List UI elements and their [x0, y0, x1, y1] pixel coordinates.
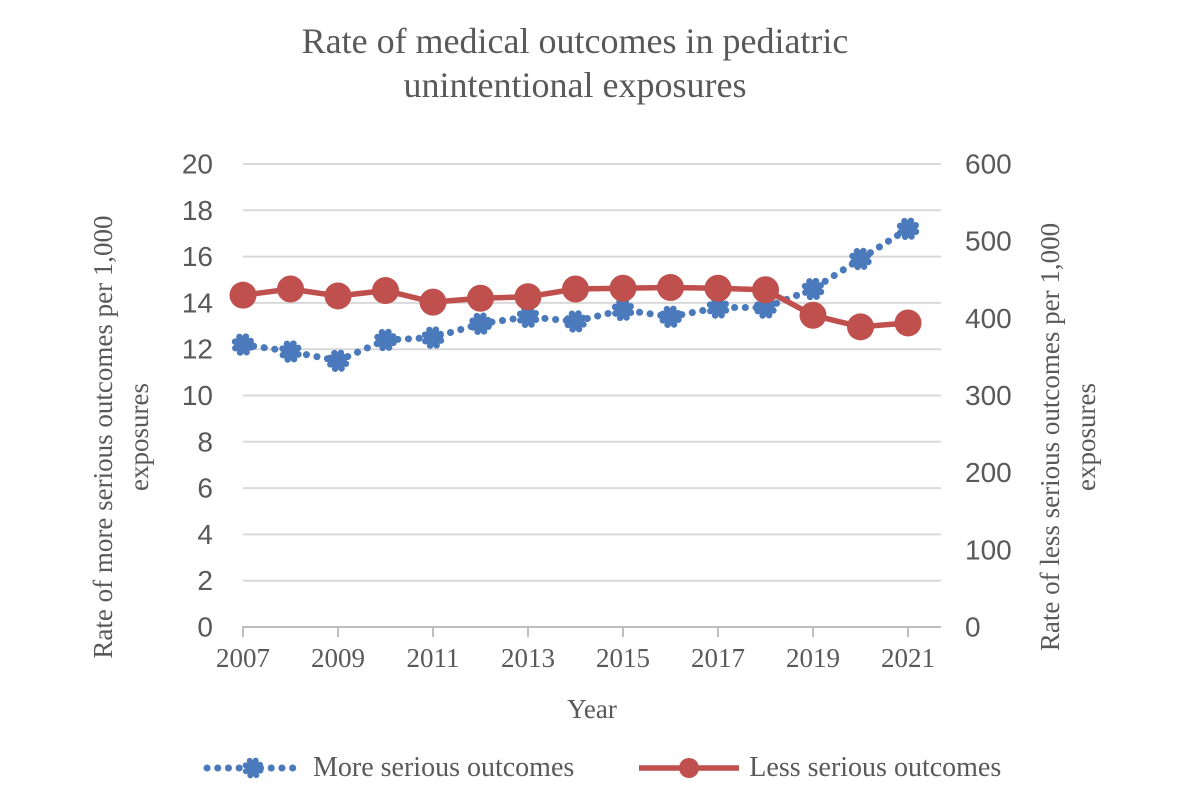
svg-text:18: 18 — [182, 195, 213, 226]
legend: More serious outcomes Less serious outco… — [203, 750, 1163, 786]
svg-text:2007: 2007 — [216, 643, 270, 673]
svg-text:10: 10 — [182, 380, 213, 411]
x-axis-tick-labels: 2007 2009 2011 2013 2015 2017 2019 2021 — [216, 643, 935, 673]
legend-item-more-serious[interactable]: More serious outcomes — [203, 752, 574, 784]
svg-text:2015: 2015 — [596, 643, 650, 673]
svg-text:100: 100 — [965, 534, 1012, 565]
legend-label-less-serious: Less serious outcomes — [749, 752, 1002, 783]
svg-text:2011: 2011 — [407, 643, 460, 673]
svg-text:0: 0 — [965, 612, 981, 643]
right-axis-tick-labels: 0 100 200 300 400 500 600 — [965, 149, 1012, 643]
svg-text:0: 0 — [197, 612, 213, 643]
svg-text:2009: 2009 — [311, 643, 365, 673]
svg-text:16: 16 — [182, 241, 213, 272]
legend-item-less-serious[interactable]: Less serious outcomes — [639, 752, 1001, 784]
left-axis-tick-labels: 0 2 4 6 8 10 12 14 16 18 20 — [182, 149, 213, 643]
chart-title-line1: Rate of medical outcomes in pediatric — [301, 21, 849, 61]
chart-title-line2: unintentional exposures — [403, 64, 747, 105]
series-more-serious — [231, 217, 920, 372]
x-axis-line — [242, 626, 941, 637]
legend-label-more-serious: More serious outcomes — [313, 752, 575, 783]
more-serious-line-marker-icon — [203, 757, 303, 779]
svg-text:8: 8 — [197, 426, 213, 457]
svg-text:2021: 2021 — [881, 643, 935, 673]
gridlines — [243, 163, 941, 582]
series-less-serious — [229, 273, 922, 341]
svg-text:600: 600 — [965, 149, 1012, 180]
less-serious-line-marker-icon — [639, 758, 740, 778]
chart-title: Rate of medical outcomes in pediatric un… — [0, 20, 1150, 108]
x-axis-title: Year — [567, 694, 617, 724]
svg-text:2017: 2017 — [691, 643, 745, 673]
svg-text:2019: 2019 — [786, 643, 840, 673]
svg-text:12: 12 — [182, 334, 213, 365]
svg-text:300: 300 — [965, 380, 1012, 411]
svg-text:4: 4 — [197, 519, 213, 550]
svg-text:6: 6 — [197, 473, 213, 504]
svg-text:14: 14 — [182, 287, 213, 318]
svg-text:20: 20 — [182, 149, 213, 180]
svg-text:2013: 2013 — [501, 643, 555, 673]
svg-text:400: 400 — [965, 303, 1012, 334]
svg-text:200: 200 — [965, 457, 1012, 488]
svg-text:2: 2 — [197, 565, 213, 596]
svg-text:500: 500 — [965, 226, 1012, 257]
